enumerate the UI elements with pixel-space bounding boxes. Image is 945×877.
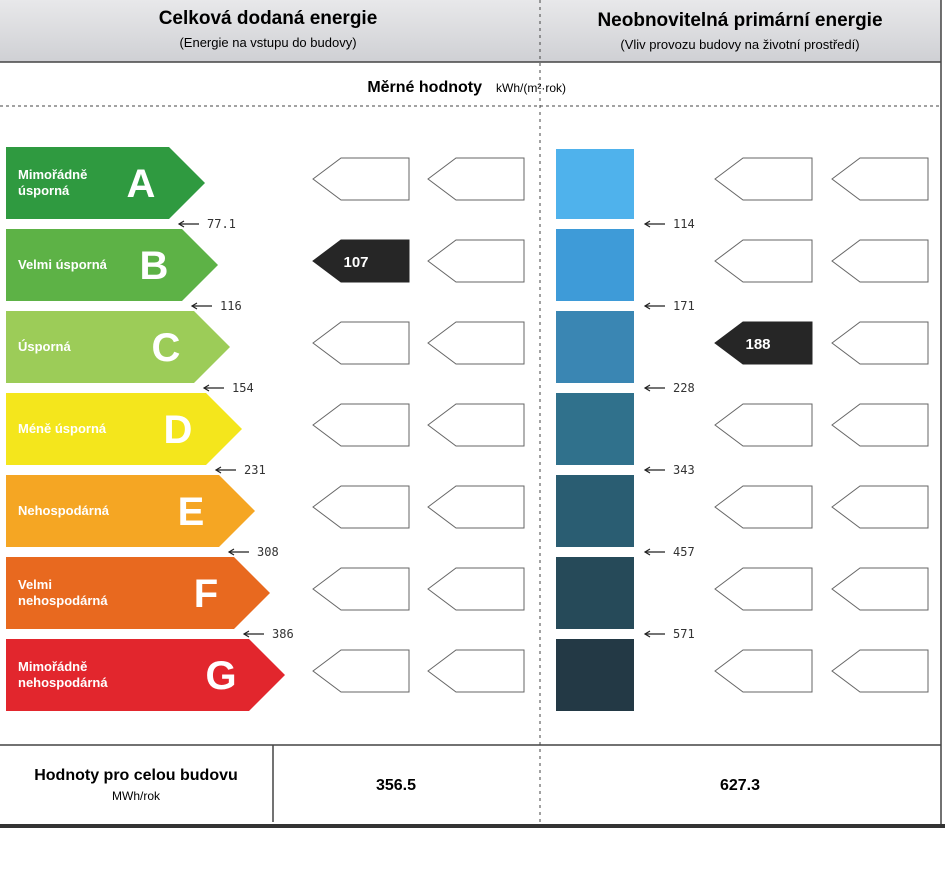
class-label: Méně úsporná bbox=[18, 421, 107, 436]
empty-marker bbox=[312, 403, 410, 447]
scale-segment bbox=[556, 149, 634, 219]
left-subtitle: (Energie na vstupu do budovy) bbox=[179, 35, 356, 50]
footer-label: Hodnoty pro celou budovu bbox=[34, 767, 238, 784]
class-bar bbox=[6, 393, 242, 465]
rating-value: 107 bbox=[343, 254, 368, 271]
empty-marker bbox=[427, 567, 525, 611]
footer-unit: MWh/rok bbox=[112, 789, 161, 803]
threshold-arrow bbox=[643, 220, 651, 228]
class-bar bbox=[6, 557, 270, 629]
threshold-value: 308 bbox=[257, 545, 279, 559]
class-bar bbox=[6, 639, 285, 711]
class-label: Nehospodárná bbox=[18, 503, 110, 518]
threshold-arrow bbox=[643, 466, 651, 474]
threshold-value: 386 bbox=[272, 627, 294, 641]
right-title: Neobnovitelná primární energie bbox=[597, 10, 882, 31]
rating-marker bbox=[312, 239, 410, 283]
left-title: Celková dodaná energie bbox=[159, 8, 378, 29]
class-bar bbox=[6, 311, 230, 383]
threshold-value: 571 bbox=[673, 627, 695, 641]
empty-marker bbox=[714, 649, 813, 693]
threshold-value: 228 bbox=[673, 381, 695, 395]
empty-marker bbox=[312, 157, 410, 201]
empty-marker bbox=[831, 321, 929, 365]
threshold-value: 114 bbox=[673, 217, 695, 231]
empty-marker bbox=[831, 157, 929, 201]
threshold-value: 171 bbox=[673, 299, 695, 313]
scale-segment bbox=[556, 393, 634, 465]
scale-segment bbox=[556, 229, 634, 301]
empty-marker bbox=[312, 567, 410, 611]
empty-marker bbox=[312, 485, 410, 529]
class-letter: G bbox=[205, 654, 236, 698]
class-label: Mimořádně nehospodárná bbox=[18, 659, 108, 690]
class-letter: D bbox=[164, 408, 193, 452]
threshold-arrow bbox=[643, 302, 651, 310]
empty-marker bbox=[427, 157, 525, 201]
empty-marker bbox=[831, 649, 929, 693]
threshold-value: 231 bbox=[244, 463, 266, 477]
threshold-arrow bbox=[202, 384, 210, 392]
scale-segment bbox=[556, 475, 634, 547]
class-label: Úsporná bbox=[18, 339, 71, 354]
class-label: Velmi nehospodárná bbox=[18, 577, 108, 608]
scale-segment bbox=[556, 311, 634, 383]
class-letter: E bbox=[178, 490, 205, 534]
threshold-arrow bbox=[227, 548, 235, 556]
empty-marker bbox=[714, 157, 813, 201]
threshold-value: 116 bbox=[220, 299, 242, 313]
class-label: Mimořádně úsporná bbox=[18, 167, 88, 198]
class-bar bbox=[6, 147, 205, 219]
empty-marker bbox=[714, 403, 813, 447]
empty-marker bbox=[714, 567, 813, 611]
threshold-value: 343 bbox=[673, 463, 695, 477]
threshold-value: 77.1 bbox=[207, 217, 236, 231]
footer-left-value: 356.5 bbox=[376, 777, 416, 794]
threshold-arrow bbox=[190, 302, 198, 310]
empty-marker bbox=[831, 485, 929, 529]
scale-segment bbox=[556, 639, 634, 711]
empty-marker bbox=[427, 239, 525, 283]
threshold-arrow bbox=[242, 630, 250, 638]
class-letter: C bbox=[152, 326, 181, 370]
subheader-label: Měrné hodnoty bbox=[367, 79, 482, 96]
empty-marker bbox=[427, 403, 525, 447]
empty-marker bbox=[427, 321, 525, 365]
class-label: Velmi úsporná bbox=[18, 257, 107, 272]
threshold-value: 457 bbox=[673, 545, 695, 559]
class-bar bbox=[6, 229, 218, 301]
footer-right-value: 627.3 bbox=[720, 777, 760, 794]
class-letter: F bbox=[194, 572, 218, 616]
empty-marker bbox=[427, 485, 525, 529]
threshold-arrow bbox=[643, 384, 651, 392]
empty-marker bbox=[831, 567, 929, 611]
empty-marker bbox=[831, 239, 929, 283]
header-bg bbox=[0, 0, 941, 62]
threshold-arrow bbox=[177, 220, 185, 228]
right-subtitle: (Vliv provozu budovy na životní prostřed… bbox=[620, 37, 859, 52]
rating-marker bbox=[714, 321, 813, 365]
empty-marker bbox=[831, 403, 929, 447]
rating-value: 188 bbox=[745, 336, 770, 353]
empty-marker bbox=[312, 649, 410, 693]
class-letter: A bbox=[127, 162, 156, 206]
threshold-value: 154 bbox=[232, 381, 254, 395]
empty-marker bbox=[714, 239, 813, 283]
threshold-arrow bbox=[643, 630, 651, 638]
subheader-unit: kWh/(m²·rok) bbox=[496, 81, 566, 95]
empty-marker bbox=[312, 321, 410, 365]
empty-marker bbox=[714, 485, 813, 529]
class-bar bbox=[6, 475, 255, 547]
empty-marker bbox=[427, 649, 525, 693]
scale-segment bbox=[556, 557, 634, 629]
threshold-arrow bbox=[643, 548, 651, 556]
class-letter: B bbox=[140, 244, 169, 288]
threshold-arrow bbox=[214, 466, 222, 474]
